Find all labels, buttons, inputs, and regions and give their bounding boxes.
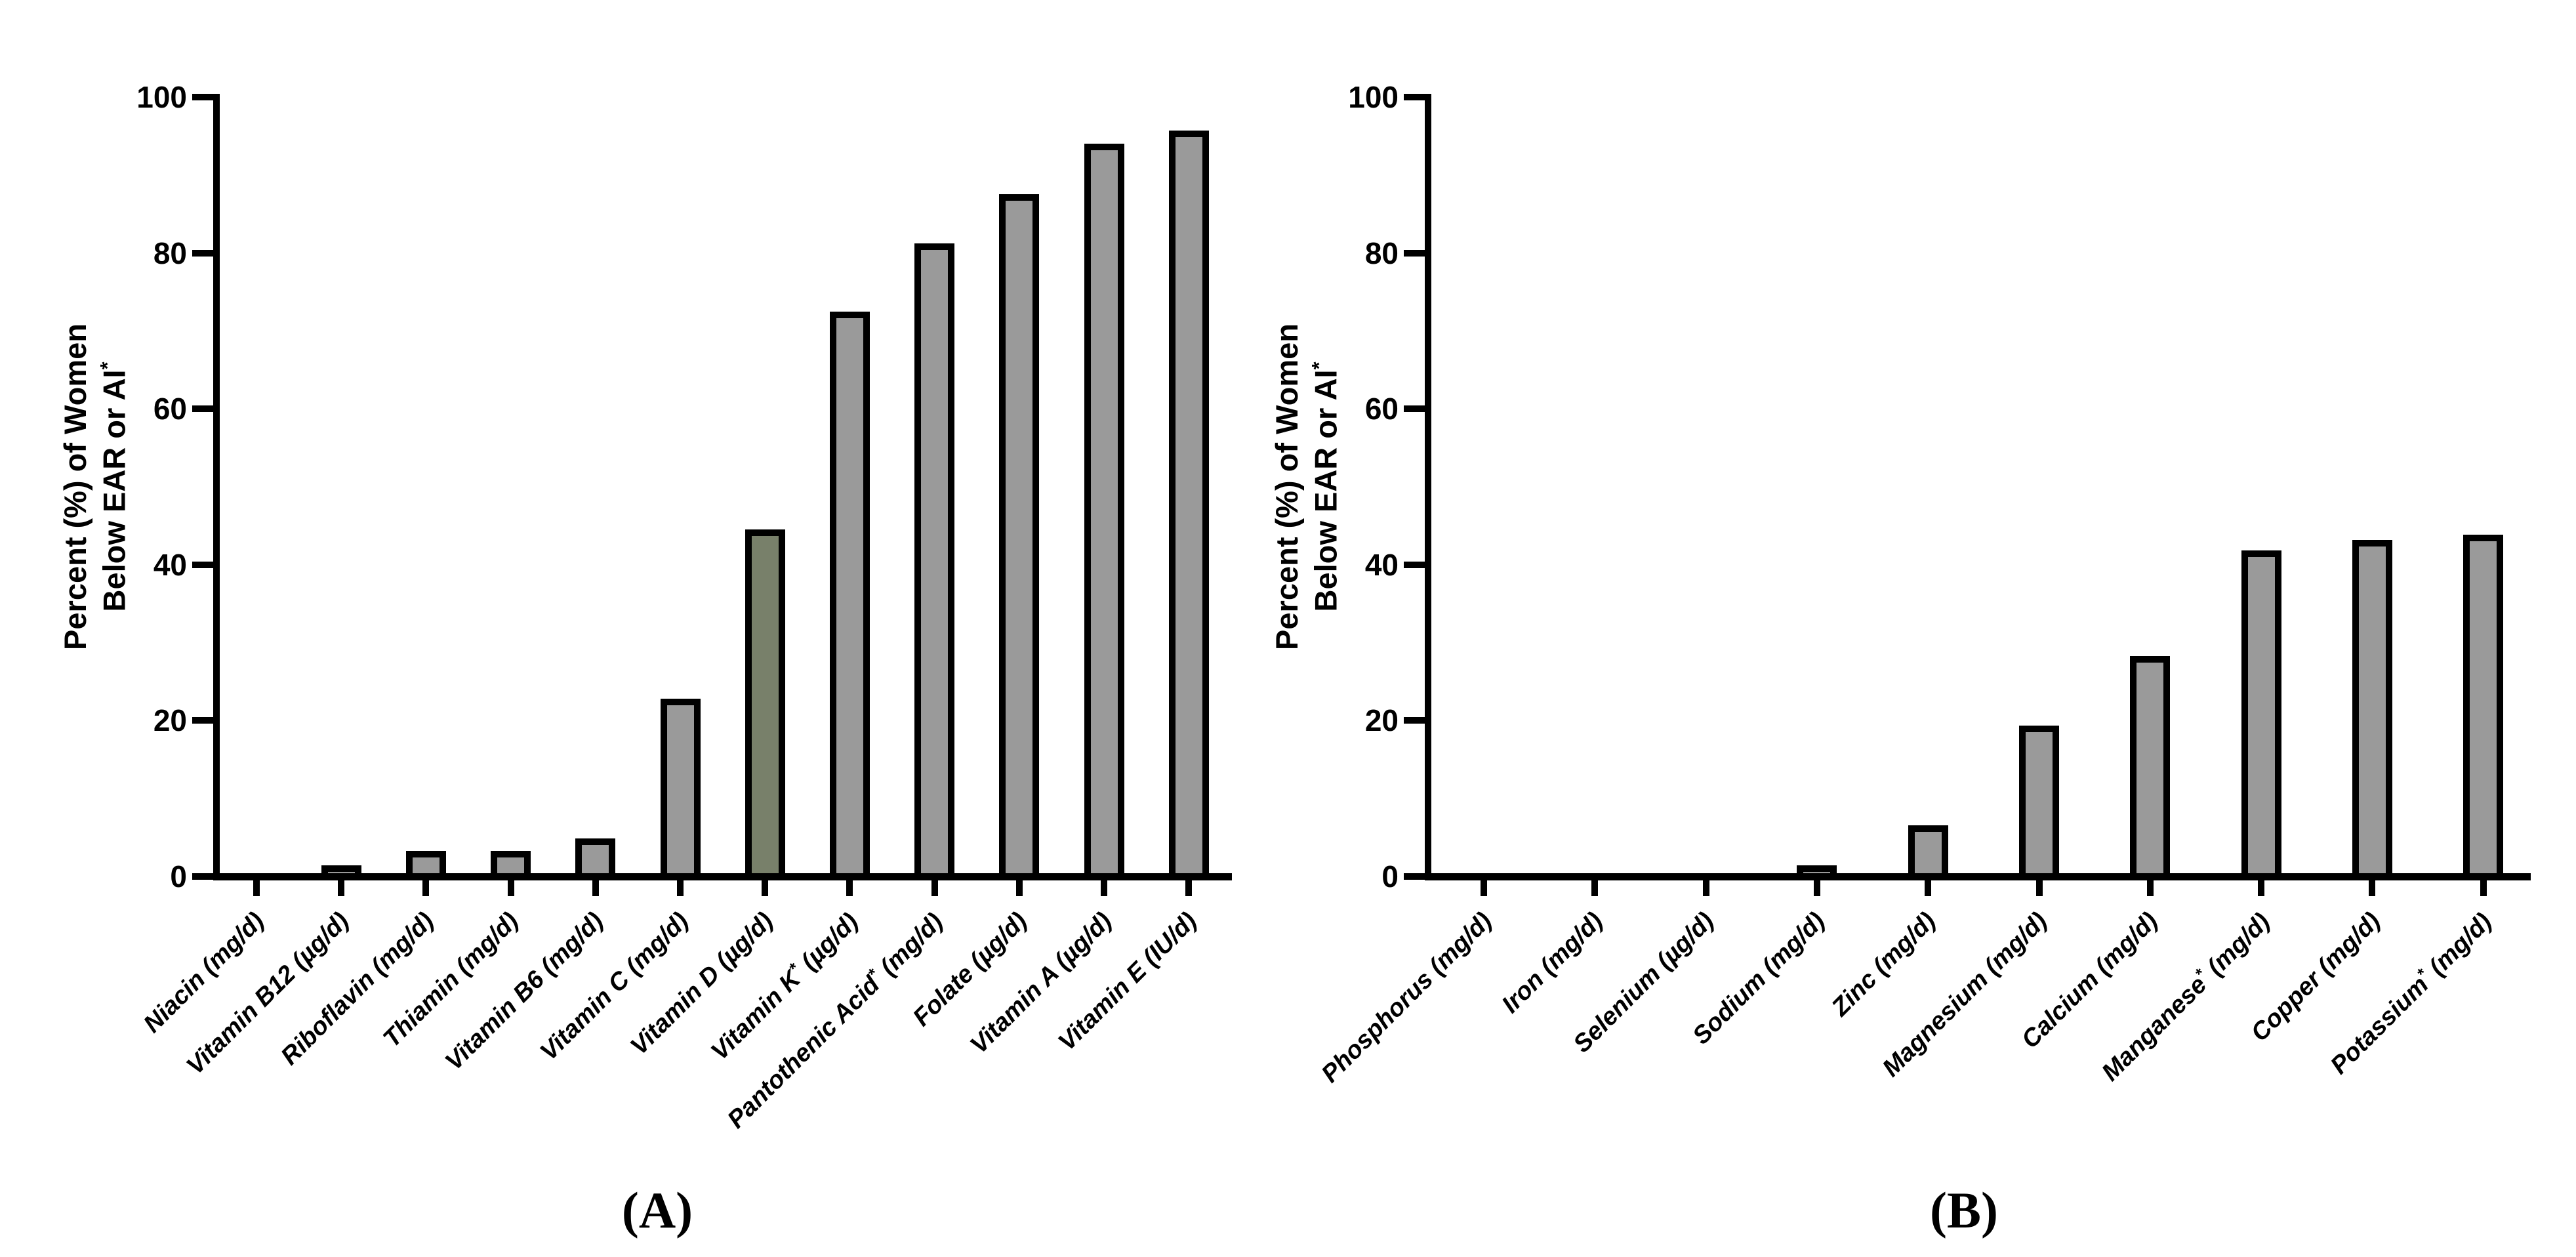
bar-b-zinc-mg-d <box>1908 825 1948 876</box>
x-tick-a-vitamin-b12-g-d <box>338 876 345 896</box>
y-tick-b-100 <box>1404 94 1425 100</box>
bar-b-magnesium-mg-d <box>2019 726 2059 876</box>
x-tick-b-manganese-mg-d <box>2258 876 2265 896</box>
y-tick-label-a-40: 40 <box>153 547 187 582</box>
bar-b-potassium-mg-d <box>2463 535 2503 876</box>
y-tick-label-a-100: 100 <box>136 80 187 114</box>
x-tick-label-a-vitamin-b6-mg-d: Vitamin B6 (mg/d) <box>440 907 609 1076</box>
y-tick-label-a-0: 0 <box>170 859 187 894</box>
y-tick-label-b-40: 40 <box>1364 547 1399 582</box>
y-tick-label-a-80: 80 <box>153 236 187 270</box>
bar-a-vitamin-k-g-d <box>830 312 870 876</box>
x-tick-b-magnesium-mg-d <box>2035 876 2043 896</box>
x-tick-a-riboflavin-mg-d <box>422 876 430 896</box>
bar-b-copper-mg-d <box>2352 540 2392 876</box>
x-tick-b-calcium-mg-d <box>2146 876 2154 896</box>
y-tick-a-100 <box>192 94 213 100</box>
x-tick-b-iron-mg-d <box>1591 876 1599 896</box>
x-tick-a-vitamin-c-mg-d <box>677 876 684 896</box>
x-axis-line-a <box>213 873 1232 880</box>
y-tick-b-80 <box>1404 249 1425 257</box>
y-tick-label-b-80: 80 <box>1364 236 1399 270</box>
x-tick-label-b-phosphorus-mg-d: Phosphorus (mg/d) <box>1316 907 1498 1088</box>
bar-b-calcium-mg-d <box>2130 656 2170 876</box>
x-tick-a-vitamin-k-g-d <box>846 876 853 896</box>
y-tick-b-60 <box>1404 405 1425 413</box>
y-axis-line-a <box>213 94 220 880</box>
y-tick-a-40 <box>192 561 213 568</box>
x-tick-b-copper-mg-d <box>2369 876 2376 896</box>
x-tick-b-potassium-mg-d <box>2480 876 2487 896</box>
x-tick-a-vitamin-b6-mg-d <box>592 876 599 896</box>
bar-a-folate-g-d <box>999 194 1039 876</box>
caption-a: (A) <box>621 1182 693 1239</box>
y-tick-label-b-0: 0 <box>1381 859 1399 894</box>
x-tick-label-a-riboflavin-mg-d: Riboflavin (mg/d) <box>276 907 440 1071</box>
x-tick-a-niacin-mg-d <box>253 876 260 896</box>
y-tick-a-20 <box>192 717 213 724</box>
bar-a-vitamin-a-g-d <box>1084 144 1124 876</box>
y-axis-label-a-text: Percent (%) of Women Below EAR or AI* <box>56 323 134 650</box>
bar-a-pantothenic-acid-mg-d <box>914 243 954 876</box>
caption-b: (B) <box>1930 1182 1998 1239</box>
x-tick-b-selenium-g-d <box>1702 876 1709 896</box>
x-tick-a-thiamin-mg-d <box>507 876 514 896</box>
x-tick-a-vitamin-d-g-d <box>762 876 769 896</box>
x-tick-a-vitamin-a-g-d <box>1101 876 1107 896</box>
y-tick-label-b-100: 100 <box>1348 80 1399 114</box>
y-axis-label-a-line2: Below EAR or AI* <box>96 361 132 612</box>
y-axis-label-b-text: Percent (%) of Women Below EAR or AI* <box>1268 323 1345 650</box>
y-tick-b-40 <box>1404 561 1425 568</box>
bar-a-vitamin-d-g-d <box>745 529 785 876</box>
x-tick-b-zinc-mg-d <box>1925 876 1932 896</box>
x-tick-b-sodium-mg-d <box>1813 876 1820 896</box>
x-tick-label-b-iron-mg-d: Iron (mg/d) <box>1496 907 1608 1019</box>
bar-a-vitamin-b6-mg-d <box>575 838 615 876</box>
x-tick-label-a-vitamin-b12-g-d: Vitamin B12 (µg/d) <box>181 907 355 1081</box>
y-axis-label-b-line1: Percent (%) of Women <box>1269 323 1304 650</box>
y-axis-label-b-line2: Below EAR or AI* <box>1307 361 1343 612</box>
x-tick-a-vitamin-e-iu-d <box>1185 876 1193 896</box>
y-tick-label-a-60: 60 <box>153 392 187 426</box>
y-tick-a-0 <box>192 873 213 880</box>
y-tick-b-0 <box>1404 873 1425 880</box>
bar-a-thiamin-mg-d <box>491 851 531 876</box>
x-tick-a-folate-g-d <box>1015 876 1023 896</box>
x-tick-b-phosphorus-mg-d <box>1481 876 1487 896</box>
bar-a-riboflavin-mg-d <box>406 851 446 876</box>
x-tick-a-pantothenic-acid-mg-d <box>931 876 938 896</box>
y-axis-line-b <box>1425 94 1431 880</box>
x-tick-label-a-vitamin-d-g-d: Vitamin D (µg/d) <box>624 907 779 1061</box>
y-axis-label-a-line1: Percent (%) of Women <box>57 323 92 650</box>
x-tick-label-a-vitamin-k-g-d: Vitamin K* (µg/d) <box>706 907 864 1066</box>
bar-b-manganese-mg-d <box>2241 550 2281 876</box>
y-tick-b-20 <box>1404 717 1425 724</box>
y-tick-a-80 <box>192 249 213 257</box>
y-tick-label-a-20: 20 <box>153 703 187 738</box>
x-tick-label-a-vitamin-c-mg-d: Vitamin C (mg/d) <box>535 907 694 1066</box>
y-tick-label-b-60: 60 <box>1364 392 1399 426</box>
y-tick-label-b-20: 20 <box>1364 703 1399 738</box>
y-tick-a-60 <box>192 405 213 413</box>
x-axis-line-b <box>1425 873 2531 880</box>
x-tick-label-b-zinc-mg-d: Zinc (mg/d) <box>1826 907 1942 1022</box>
bar-a-vitamin-c-mg-d <box>661 699 701 876</box>
bar-a-vitamin-e-iu-d <box>1169 131 1209 876</box>
